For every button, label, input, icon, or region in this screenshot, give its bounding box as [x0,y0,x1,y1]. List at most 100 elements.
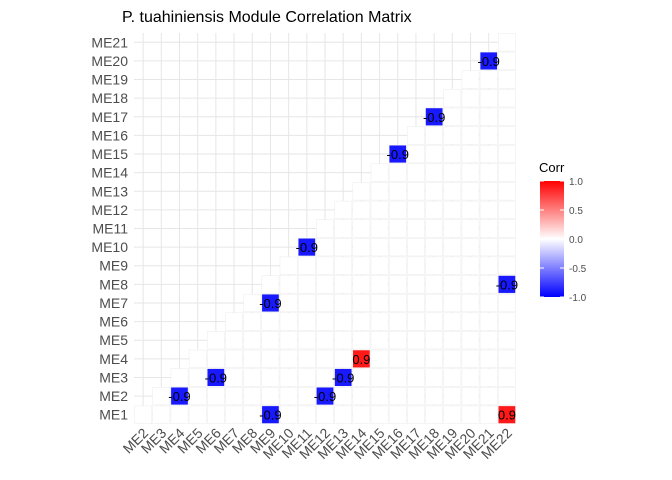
heatmap-cell [407,312,425,331]
heatmap-cell [479,182,498,201]
heatmap-cell [279,275,298,294]
color-legend: Corr 1.0 0.5 0.0 -0.5 -1.0 [539,160,587,304]
heatmap-cell [316,219,334,238]
heatmap-cell-highlighted [297,238,316,257]
heatmap-cell [498,144,516,164]
heatmap-cell [443,219,462,238]
heatmap-cell [279,293,298,313]
heatmap-cell [479,331,498,350]
heatmap-cell [443,331,462,350]
heatmap-cell [225,331,243,350]
heatmap-cell-highlighted [170,387,189,406]
heatmap-cell [479,256,498,275]
heatmap-cell [207,405,225,424]
heatmap-cell [479,163,498,182]
heatmap-cell [407,200,425,219]
heatmap-cell [425,200,443,219]
heatmap-cell [207,349,225,368]
heatmap-cell [152,387,171,406]
heatmap-cell [352,200,371,219]
heatmap-cell [407,238,425,257]
heatmap-cell [498,219,516,238]
heatmap-cell [407,144,425,164]
heatmap-cell [352,256,371,275]
heatmap-cell [370,163,389,182]
heatmap-cell [443,182,462,201]
heatmap-cell [425,275,443,294]
heatmap-cell [443,293,462,313]
heatmap-cell [425,405,443,424]
heatmap-cell [498,312,516,331]
heatmap-cell [297,312,316,331]
cell-value-label: -0.9 [314,389,336,404]
cell-value-label: 0.9 [352,352,370,367]
y-tick-label: ME13 [91,183,128,199]
heatmap-cell [370,387,389,406]
legend-tick-label: 0.5 [569,206,583,217]
cell-value-label: -0.9 [332,370,354,385]
heatmap-cell [425,144,443,164]
heatmap-cell [334,349,353,368]
heatmap-cell [407,275,425,294]
heatmap-cell [243,331,262,350]
heatmap-cell [297,256,316,275]
heatmap-cell [388,331,407,350]
heatmap-cell [370,219,389,238]
heatmap-cell-highlighted [261,405,280,424]
heatmap-cell [443,256,462,275]
heatmap-cell [479,200,498,219]
cell-value-label: 0.9 [498,408,516,423]
heatmap-cell [443,163,462,182]
heatmap-cell [443,368,462,387]
heatmap-cell [498,182,516,201]
heatmap-cell [297,349,316,368]
cell-value-label: -0.9 [387,147,409,162]
heatmap-cell [461,256,480,275]
heatmap-cell [261,387,280,406]
legend-tick-label: -1.0 [569,293,587,304]
legend-tick-label: -0.5 [569,264,587,275]
heatmap-cell [243,349,262,368]
heatmap-cell [407,163,425,182]
heatmap-cell [261,275,280,294]
heatmap-cell [370,238,389,257]
heatmap-cell [352,275,371,294]
heatmap-cell [370,200,389,219]
heatmap-cell [407,331,425,350]
heatmap-cell [261,312,280,331]
heatmap-cell [461,368,480,387]
cell-value-label: -0.9 [205,370,227,385]
heatmap-cell [279,387,298,406]
heatmap-cell [425,126,443,145]
heatmap-cell [297,293,316,313]
heatmap-cell [461,182,480,201]
heatmap-cell [370,405,389,424]
heatmap-cell [316,256,334,275]
heatmap-cell [461,70,480,89]
y-tick-label: ME8 [99,276,128,292]
heatmap-cell [243,368,262,387]
heatmap-cell [243,293,262,313]
heatmap-cell [461,331,480,350]
heatmap-cell [443,107,462,126]
heatmap-cell [388,238,407,257]
heatmap-cell-highlighted [498,405,516,424]
heatmap-cell [407,182,425,201]
y-tick-label: ME7 [99,295,128,311]
heatmap-cell [225,349,243,368]
heatmap-cell-highlighted [425,107,443,126]
heatmap-cell [388,293,407,313]
heatmap-cell [334,405,353,424]
heatmap-cell [479,144,498,164]
heatmap-cell [370,331,389,350]
heatmap-cell [207,387,225,406]
heatmap-cell [316,405,334,424]
heatmap-cell-highlighted [207,368,225,387]
y-tick-label: ME4 [99,351,128,367]
heatmap-cell [461,238,480,257]
heatmap-cell [188,349,207,368]
heatmap-cell [370,349,389,368]
heatmap-cell [261,331,280,350]
heatmap-cell [352,238,371,257]
heatmap-cell [443,349,462,368]
